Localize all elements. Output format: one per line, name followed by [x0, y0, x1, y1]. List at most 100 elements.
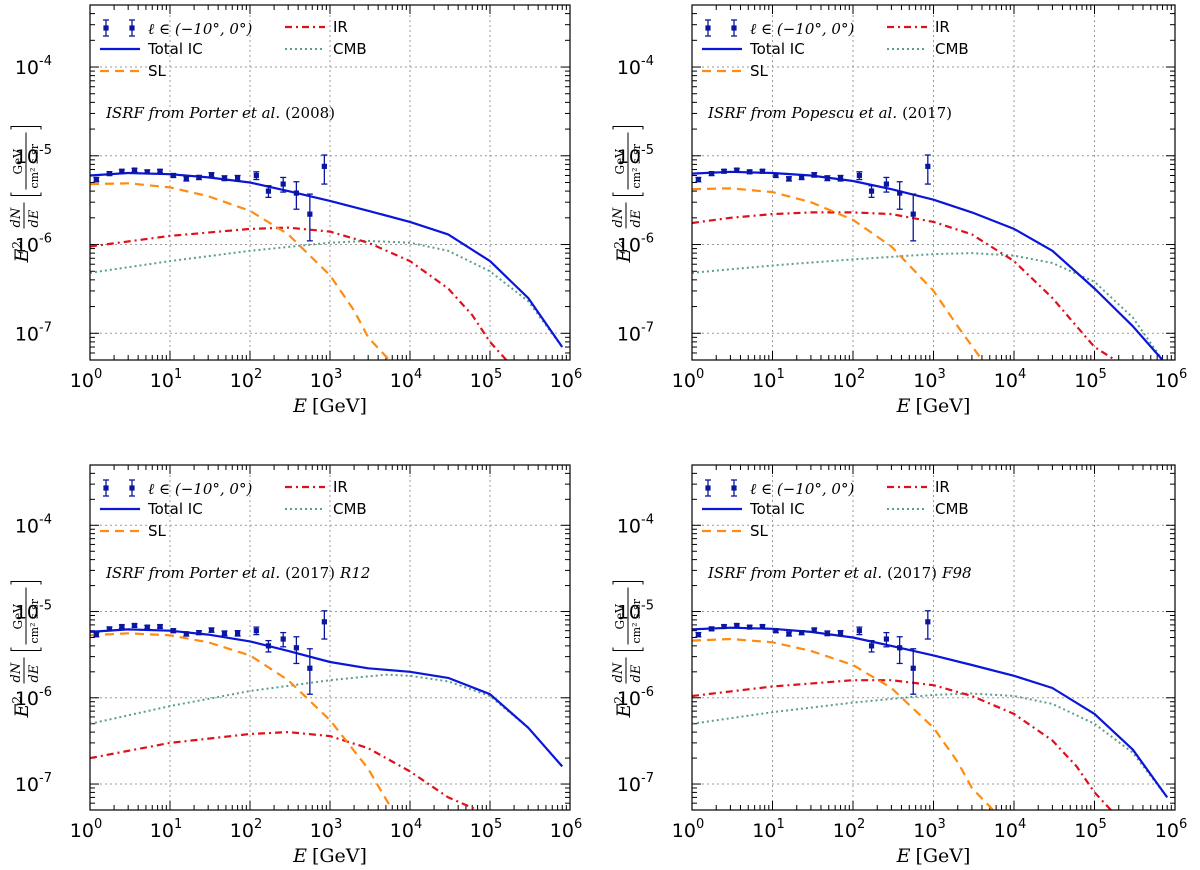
x-tick-base: 10 [913, 370, 937, 392]
legend-label-cmb: CMB [935, 500, 969, 518]
y-label-num: dN [9, 662, 24, 682]
annotation-year: (2008) [285, 104, 335, 122]
x-tick-exponent: 0 [94, 367, 102, 382]
y-unit-den: cm² s sr [630, 143, 643, 188]
data-point [253, 172, 259, 179]
legend: ℓ ∈ (−10°, 0°) Total IC SL IR CMB [702, 478, 969, 540]
data-point [183, 176, 189, 182]
x-tick-exponent: 2 [254, 367, 262, 382]
y-unit-bracket-right [10, 581, 42, 585]
y-unit-bracket-right [612, 581, 644, 585]
y-tick-label: 10-7 [15, 320, 52, 345]
data-point [307, 211, 313, 217]
annotation-year: (2017) [887, 564, 937, 582]
x-tick-label: 104 [994, 817, 1026, 842]
series-lines [692, 170, 1164, 360]
data-point [799, 629, 805, 636]
y-unit-den: cm² s sr [28, 598, 41, 643]
y-tick-label: 10-4 [15, 54, 52, 79]
data-point [235, 630, 241, 636]
x-tick-base: 10 [390, 370, 414, 392]
data-point [708, 170, 715, 177]
y-tick-exponent: -5 [641, 143, 654, 158]
x-tick-labels: 100 101 102 103 104 105 106 [672, 817, 1187, 842]
series-lines [692, 626, 1169, 810]
data-point [773, 172, 779, 179]
legend-label-total: Total IC [147, 40, 203, 58]
y-label-E-pow: 2 [612, 241, 626, 249]
y-tick-base: 10 [617, 515, 641, 537]
series-line-ir [692, 211, 1116, 360]
y-tick-base: 10 [617, 146, 641, 168]
data-point [93, 632, 99, 638]
data-point [293, 645, 299, 651]
x-axis-unit: [GeV] [915, 395, 970, 417]
x-tick-exponent: 3 [937, 367, 945, 382]
x-tick-label: 104 [390, 367, 422, 392]
annotation-prefix: ISRF from Popescu et al. [707, 104, 897, 122]
series-line-ir [692, 679, 1112, 810]
data-point [119, 168, 125, 174]
x-axis-unit: [GeV] [312, 395, 367, 417]
data-point [293, 190, 299, 196]
plot-frame [691, 4, 1176, 361]
annotation-year: (2017) [902, 104, 952, 122]
x-tick-base: 10 [150, 370, 174, 392]
legend-label-ir: IR [935, 18, 950, 36]
y-tick-exponent: -6 [641, 685, 654, 700]
y-tick-label: 10-5 [15, 143, 52, 168]
y-unit-num: GeV [11, 604, 25, 630]
legend-data-marker [731, 485, 737, 491]
y-axis-label: E2 dN dE GeV cm² s sr [611, 126, 644, 264]
legend-label-sl: SL [750, 62, 769, 80]
y-tick-exponent: -7 [641, 771, 654, 786]
annotation-suffix: F98 [941, 564, 972, 582]
x-tick-exponent: 4 [414, 367, 422, 382]
series-line-sl [90, 182, 391, 360]
plot-frame [691, 464, 1176, 811]
x-tick-exponent: 0 [94, 817, 102, 832]
data-point [170, 628, 176, 634]
data-point [265, 643, 272, 649]
x-tick-base: 10 [550, 370, 574, 392]
data-point [280, 636, 286, 642]
x-tick-label: 105 [1074, 367, 1106, 392]
x-tick-exponent: 5 [494, 367, 502, 382]
y-unit-bracket-left [10, 647, 42, 651]
x-tick-base: 10 [672, 370, 696, 392]
y-tick-label: 10-5 [617, 599, 654, 624]
y-tick-base: 10 [15, 688, 39, 710]
legend-label-total: Total IC [147, 500, 203, 518]
y-tick-labels: 10-710-610-510-4 [15, 512, 52, 796]
y-label-units: GeV cm² s sr [10, 581, 42, 651]
y-tick-base: 10 [617, 323, 641, 345]
legend-label-data: ℓ ∈ (−10°, 0°) [750, 20, 854, 38]
x-tick-base: 10 [70, 370, 94, 392]
data-point [106, 170, 113, 177]
x-tick-exponent: 3 [937, 817, 945, 832]
y-tick-label: 10-7 [617, 771, 654, 796]
data-point [747, 624, 753, 630]
annotation-year: (2017) [285, 564, 335, 582]
x-tick-exponent: 1 [776, 367, 784, 382]
data-point [131, 167, 138, 173]
x-tick-exponent: 6 [1179, 367, 1187, 382]
data-points [93, 154, 328, 242]
x-tick-base: 10 [994, 820, 1018, 842]
y-label-fraction: dN dE [611, 657, 644, 684]
y-tick-base: 10 [617, 774, 641, 796]
x-tick-base: 10 [70, 820, 94, 842]
x-tick-exponent: 3 [334, 817, 342, 832]
data-point [721, 623, 727, 630]
data-points [695, 154, 931, 242]
x-tick-base: 10 [150, 820, 174, 842]
y-unit-bracket-left [612, 192, 644, 196]
annotation-prefix: ISRF from Porter et al. [105, 104, 280, 122]
x-tick-exponent: 5 [1098, 817, 1106, 832]
legend-label-data: ℓ ∈ (−10°, 0°) [750, 480, 854, 498]
legend-label-data: ℓ ∈ (−10°, 0°) [148, 20, 252, 38]
x-tick-exponent: 3 [334, 367, 342, 382]
y-tick-labels: 10-710-610-510-4 [617, 54, 654, 345]
data-point [235, 175, 241, 181]
